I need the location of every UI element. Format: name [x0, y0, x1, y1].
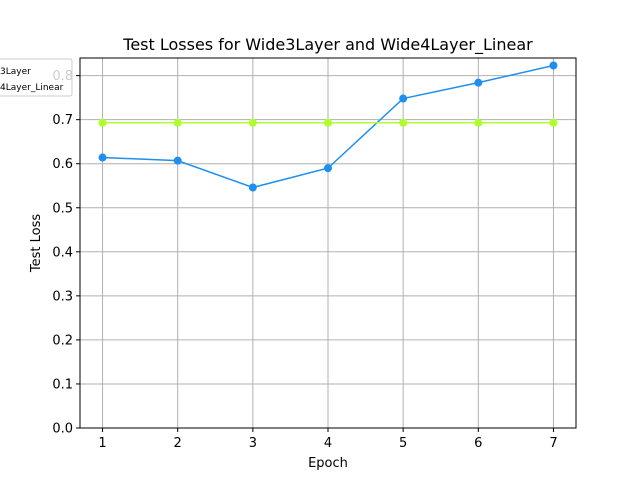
x-tick-label: 3: [249, 436, 257, 451]
x-tick-label: 7: [549, 436, 557, 451]
y-tick-label: 0.2: [52, 333, 73, 348]
y-tick-label: 0.6: [52, 157, 73, 172]
y-tick-label: 0.3: [52, 289, 73, 304]
series-wide4layer-linear: [98, 118, 558, 127]
x-tick-label: 4: [324, 436, 332, 451]
x-tick-label: 2: [174, 436, 182, 451]
series-layer: [98, 61, 558, 192]
x-tick-label: 6: [474, 436, 482, 451]
data-point-wide3layer: [173, 156, 182, 165]
data-point-wide3layer: [248, 183, 257, 192]
x-tick-label: 5: [399, 436, 407, 451]
legend-entry-wide4layer-linear: 4Layer_Linear: [0, 83, 64, 93]
data-point-wide3layer: [549, 61, 558, 70]
legend-box: [0, 58, 73, 97]
data-point-wide4layer-linear: [98, 118, 107, 127]
data-point-wide4layer-linear: [324, 118, 332, 127]
series-wide3layer: [98, 61, 558, 192]
y-tick-label: 0.1: [52, 377, 73, 392]
y-tick-label: 0.4: [52, 245, 73, 260]
legend: 3Layer 4Layer_Linear: [0, 58, 73, 97]
x-axis-label: Epoch: [308, 456, 348, 471]
data-point-wide3layer: [474, 78, 483, 87]
chart-title: Test Losses for Wide3Layer and Wide4Laye…: [122, 35, 533, 55]
y-tick-label: 0.5: [52, 201, 73, 216]
data-point-wide4layer-linear: [549, 118, 558, 127]
data-point-wide3layer: [324, 164, 332, 173]
y-axis-label: Test Loss: [29, 214, 44, 273]
data-point-wide4layer-linear: [173, 118, 182, 127]
x-tick-label: 1: [98, 436, 106, 451]
data-point-wide4layer-linear: [474, 118, 483, 127]
data-point-wide4layer-linear: [248, 118, 257, 127]
data-point-wide3layer: [98, 153, 107, 162]
data-point-wide4layer-linear: [399, 118, 408, 127]
plot-frame: [79, 57, 577, 429]
legend-entry-wide3layer: 3Layer: [0, 67, 31, 77]
data-point-wide3layer: [399, 94, 408, 103]
y-tick-label: 0.7: [52, 113, 73, 128]
y-tick-label: 0.0: [52, 422, 73, 437]
